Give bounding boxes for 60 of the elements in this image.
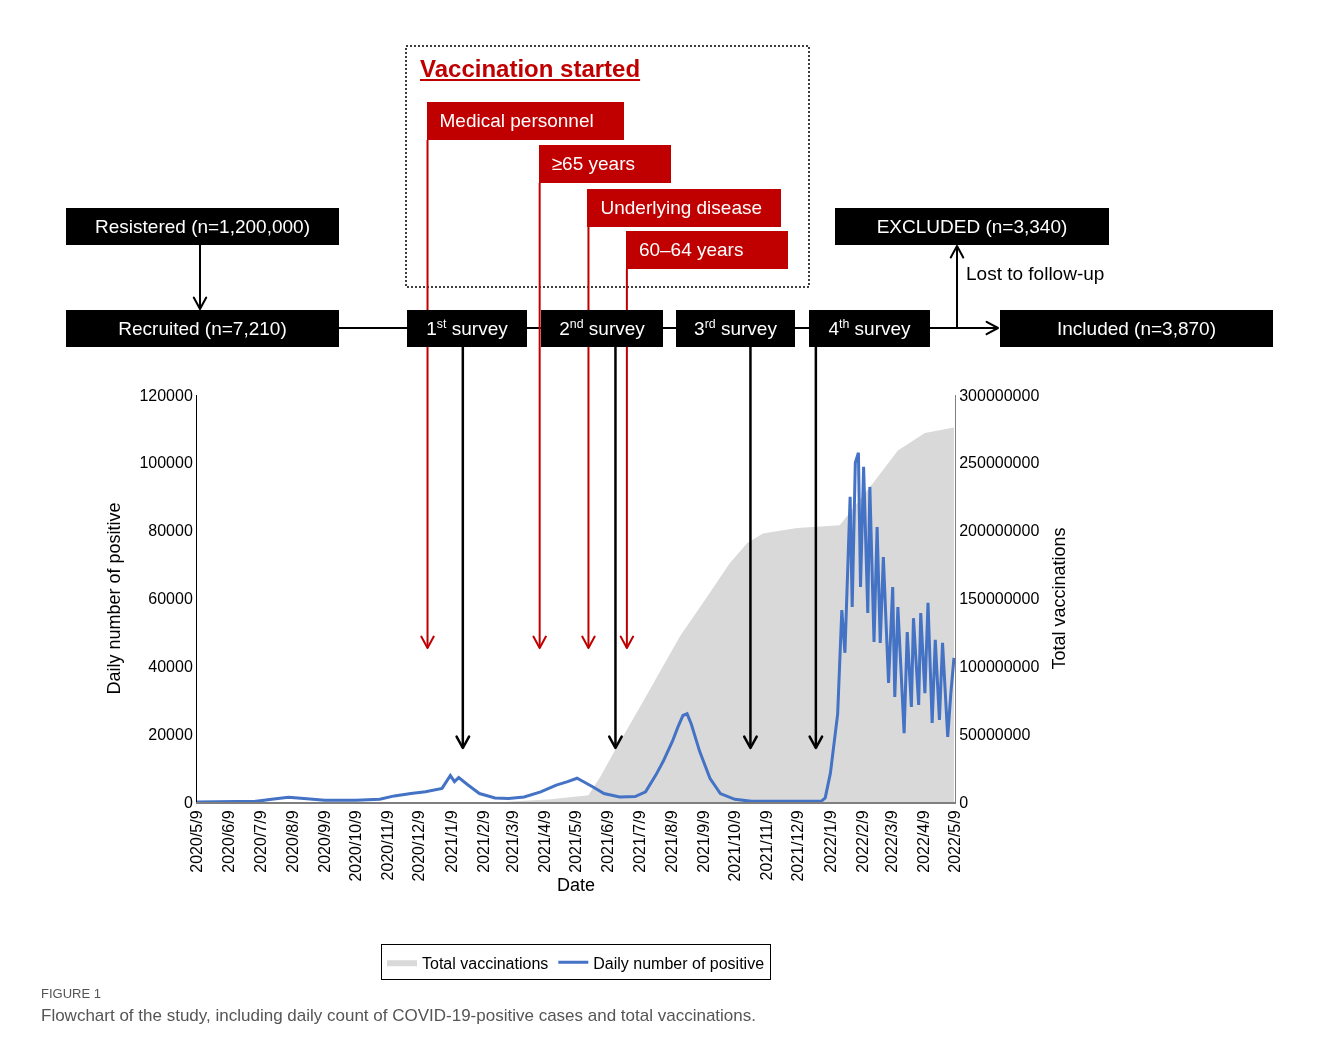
x-tick-label: 2020/12/9 bbox=[410, 810, 428, 882]
text: Flowchart of the study, including daily count of COVID-19-positive cases and total vaccinations. bbox=[41, 1006, 756, 1025]
y-tick-label: 120000 bbox=[139, 386, 193, 404]
x-tick-label: 2022/4/9 bbox=[915, 810, 933, 873]
x-tick-label: 2021/10/9 bbox=[726, 810, 744, 882]
x-tick-label: 2020/5/9 bbox=[188, 810, 206, 873]
x-tick-label: 2021/12/9 bbox=[789, 810, 807, 882]
x-tick-label: 2021/8/9 bbox=[662, 810, 680, 873]
x-tick-label: 2021/4/9 bbox=[536, 810, 554, 873]
y-axis-title: Daily number of positive bbox=[103, 502, 124, 695]
x-tick-label: 2022/3/9 bbox=[882, 810, 900, 873]
text: EXCLUDED (n=3,340) bbox=[876, 215, 1068, 238]
y-tick-label: 60000 bbox=[148, 590, 193, 608]
caption: FIGURE 1 bbox=[41, 986, 101, 1001]
text: Recruited (n=7,210) bbox=[118, 317, 287, 340]
x-tick-label: 2021/7/9 bbox=[630, 810, 648, 873]
y2-axis-title: Total vaccinations bbox=[1049, 527, 1070, 670]
legend-label: Daily number of positive bbox=[593, 954, 765, 972]
y2-tick-label: 150000000 bbox=[959, 590, 1040, 608]
x-tick-label: 2021/1/9 bbox=[442, 810, 460, 873]
x-tick-label: 2021/2/9 bbox=[474, 810, 492, 873]
ref-line-label: ≥65 years bbox=[551, 153, 635, 175]
y2-tick-label: 200000000 bbox=[959, 522, 1040, 540]
x-tick-label: 2022/2/9 bbox=[853, 810, 871, 873]
legend-label: Total vaccinations bbox=[422, 954, 549, 972]
ref-line-label: 2$^{nd}$ survey bbox=[559, 316, 645, 341]
x-tick-label: 2022/1/9 bbox=[821, 810, 839, 873]
y-tick-label: 80000 bbox=[148, 522, 193, 540]
x-axis-title: Date bbox=[556, 874, 596, 895]
x-tick-label: 2021/6/9 bbox=[599, 810, 617, 873]
x-tick-label: 2020/9/9 bbox=[315, 810, 333, 873]
text: Vaccination started bbox=[420, 55, 641, 82]
x-tick-label: 2021/11/9 bbox=[758, 810, 776, 881]
y-tick-label: 40000 bbox=[148, 657, 193, 675]
text: Lost to follow-up bbox=[966, 263, 1105, 284]
x-tick-label: 2022/5/9 bbox=[946, 810, 964, 873]
y-tick-label: 0 bbox=[183, 793, 193, 811]
y2-tick-label: 100000000 bbox=[959, 657, 1040, 675]
ref-line-label: Medical personnel bbox=[439, 110, 594, 132]
x-tick-label: 2020/7/9 bbox=[251, 810, 269, 873]
x-tick-label: 2020/6/9 bbox=[220, 810, 238, 873]
ref-line-label: 60–64 years bbox=[638, 239, 744, 261]
x-tick-label: 2021/5/9 bbox=[567, 810, 585, 873]
text: Resistered (n=1,200,000) bbox=[95, 215, 310, 238]
x-tick-label: 2020/8/9 bbox=[283, 810, 301, 873]
ref-line-label: 1$^{st}$ survey bbox=[426, 316, 508, 341]
y2-tick-label: 50000000 bbox=[959, 725, 1031, 743]
legend-label: 4$^{th}$ survey bbox=[828, 316, 911, 341]
y-tick-label: 20000 bbox=[148, 725, 193, 743]
y2-tick-label: 300000000 bbox=[959, 386, 1040, 404]
ref-line-label: Underlying disease bbox=[600, 197, 763, 219]
y-tick-label: 100000 bbox=[139, 454, 193, 472]
y2-tick-label: 0 bbox=[959, 793, 969, 811]
text: Included (n=3,870) bbox=[1057, 317, 1216, 340]
ref-line-label: 3$^{rd}$ survey bbox=[694, 316, 777, 341]
x-tick-label: 2020/10/9 bbox=[347, 810, 365, 882]
x-tick-label: 2021/3/9 bbox=[503, 810, 521, 873]
x-tick-label: 2020/11/9 bbox=[379, 810, 397, 881]
x-tick-label: 2021/9/9 bbox=[694, 810, 712, 873]
y2-tick-label: 250000000 bbox=[959, 454, 1040, 472]
